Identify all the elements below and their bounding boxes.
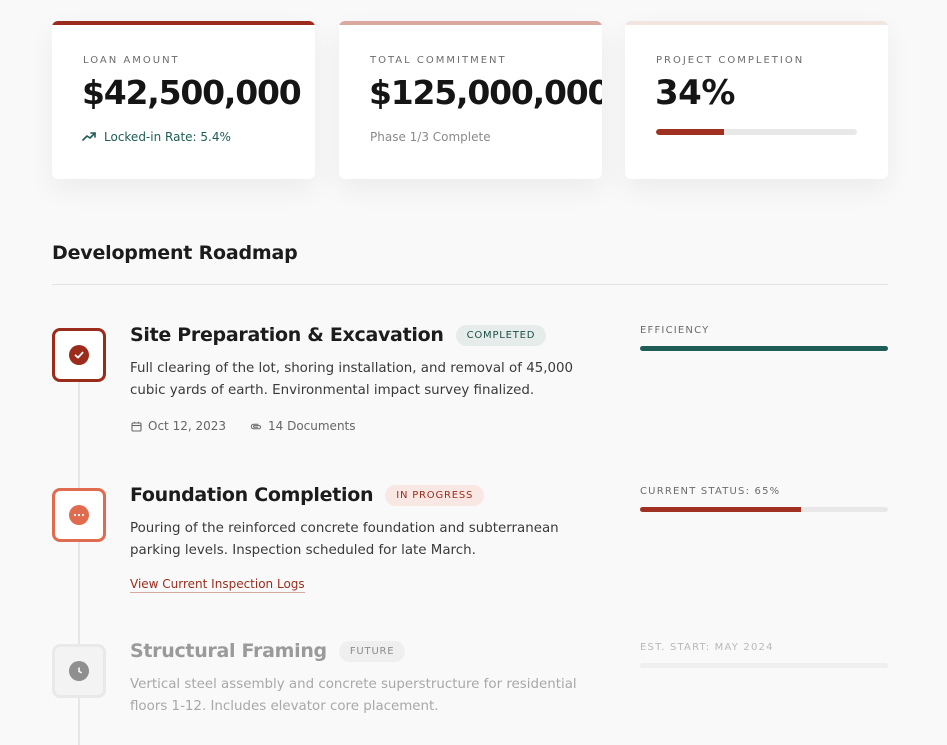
milestone-node xyxy=(52,644,106,698)
loan-amount-card: LOAN AMOUNT $42,500,000 Locked-in Rate: … xyxy=(52,21,315,179)
trending-up-icon xyxy=(82,132,96,141)
milestone-header: Site Preparation & Excavation COMPLETED xyxy=(130,324,547,346)
metric-bar xyxy=(640,507,888,512)
milestone-description: Vertical steel assembly and concrete sup… xyxy=(130,677,577,714)
stat-cards: LOAN AMOUNT $42,500,000 Locked-in Rate: … xyxy=(52,21,888,181)
milestone-date-text: Oct 12, 2023 xyxy=(148,419,226,433)
paperclip-icon xyxy=(250,423,262,429)
card-accent-bar xyxy=(339,21,602,25)
status-badge: FUTURE xyxy=(338,640,406,662)
inspection-logs-link[interactable]: View Current Inspection Logs xyxy=(130,577,305,593)
metric-bar xyxy=(640,346,888,351)
milestone-documents-text: 14 Documents xyxy=(268,419,356,433)
ellipsis-icon xyxy=(69,505,89,525)
section-title: Development Roadmap xyxy=(52,242,298,264)
metric-label: EST. START: MAY 2024 xyxy=(640,642,774,653)
status-badge: COMPLETED xyxy=(455,324,547,346)
check-icon xyxy=(69,345,89,365)
status-badge: IN PROGRESS xyxy=(385,484,485,506)
milestone-meta: Oct 12, 2023 14 Documents xyxy=(131,419,356,433)
metric-label: CURRENT STATUS: 65% xyxy=(640,486,781,497)
card-accent-bar xyxy=(52,21,315,25)
locked-rate: Locked-in Rate: 5.4% xyxy=(82,130,231,144)
milestone-title: Site Preparation & Excavation xyxy=(130,324,444,346)
milestone-title: Structural Framing xyxy=(130,640,327,662)
metric-bar-fill xyxy=(640,346,888,351)
card-value: $42,500,000 xyxy=(82,73,302,112)
current-status-metric: CURRENT STATUS: 65% xyxy=(640,486,888,512)
efficiency-metric: EFFICIENCY xyxy=(640,325,888,351)
completion-progress-bar xyxy=(656,129,857,135)
milestone-description: Full clearing of the lot, shoring instal… xyxy=(130,361,574,398)
milestone-documents[interactable]: 14 Documents xyxy=(250,419,356,433)
phase-status: Phase 1/3 Complete xyxy=(370,130,491,144)
metric-bar xyxy=(640,663,888,668)
card-label: TOTAL COMMITMENT xyxy=(370,55,507,66)
milestone-node xyxy=(52,328,106,382)
milestone-date: Oct 12, 2023 xyxy=(131,419,226,433)
card-value: 34% xyxy=(655,73,735,113)
card-label: LOAN AMOUNT xyxy=(83,55,180,66)
metric-label: EFFICIENCY xyxy=(640,325,710,336)
total-commitment-card: TOTAL COMMITMENT $125,000,000 Phase 1/3 … xyxy=(339,21,602,179)
card-accent-bar xyxy=(625,21,888,25)
card-label: PROJECT COMPLETION xyxy=(656,55,805,66)
milestone-header: Structural Framing FUTURE xyxy=(130,640,406,662)
milestone-node xyxy=(52,488,106,542)
card-value: $125,000,000 xyxy=(369,73,602,112)
locked-rate-text: Locked-in Rate: 5.4% xyxy=(104,130,231,144)
timeline-line xyxy=(78,380,80,745)
clock-icon xyxy=(69,661,89,681)
completion-progress-fill xyxy=(656,129,725,135)
milestone-header: Foundation Completion IN PROGRESS xyxy=(130,484,485,506)
project-completion-card: PROJECT COMPLETION 34% xyxy=(625,21,888,179)
metric-bar-fill xyxy=(640,507,802,512)
milestone-description: Pouring of the reinforced concrete found… xyxy=(130,521,559,558)
milestone-title: Foundation Completion xyxy=(130,484,374,506)
estimated-start-metric: EST. START: MAY 2024 xyxy=(640,642,888,668)
calendar-icon xyxy=(131,421,142,432)
divider xyxy=(52,284,888,285)
